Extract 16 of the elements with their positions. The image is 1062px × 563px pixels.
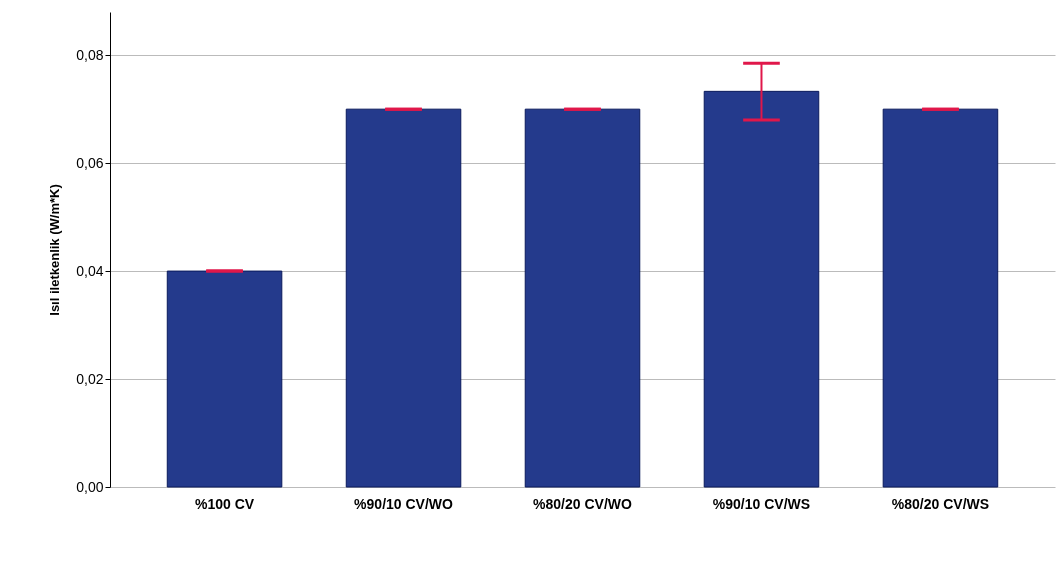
x-tick-label: %90/10 CV/WS xyxy=(712,495,811,512)
x-tick-label: %80/20 CV/WS xyxy=(891,495,990,512)
y-tick-label: 0,02 xyxy=(76,370,104,387)
bar xyxy=(345,108,462,488)
x-tick-label: %100 CV xyxy=(194,495,255,512)
bar xyxy=(166,270,283,488)
x-tick-label: %80/20 CV/WO xyxy=(533,495,633,512)
bar xyxy=(703,90,820,488)
y-tick-label: 0,00 xyxy=(76,478,104,495)
bar xyxy=(882,108,999,488)
y-tick-label: 0,06 xyxy=(76,154,104,171)
y-axis-title: Isıl iletkenlik (W/m*K) xyxy=(47,184,63,316)
x-tick-label: %90/10 CV/WO xyxy=(354,495,454,512)
y-tick-label: 0,04 xyxy=(76,262,104,279)
y-tick-label: 0,08 xyxy=(76,46,104,63)
bar xyxy=(524,108,641,488)
